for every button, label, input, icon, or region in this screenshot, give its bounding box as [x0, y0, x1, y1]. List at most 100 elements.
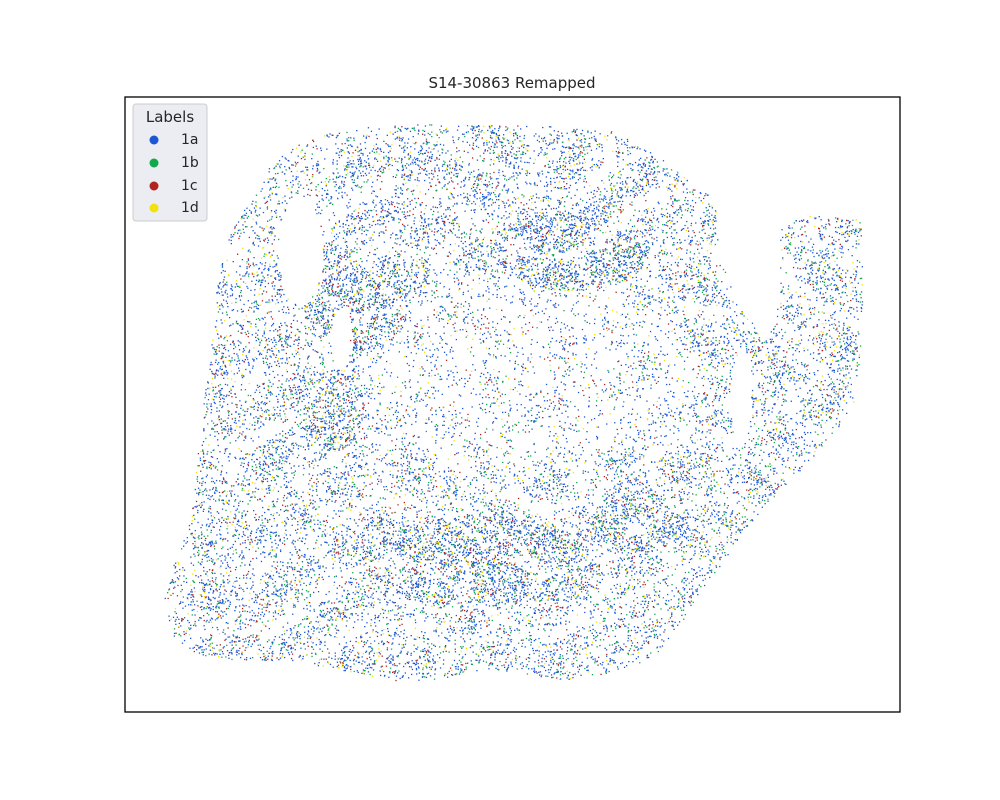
scatter-point — [310, 628, 313, 630]
scatter-point — [542, 126, 544, 129]
scatter-point — [720, 336, 722, 338]
scatter-point — [475, 572, 477, 574]
scatter-point — [632, 253, 634, 256]
scatter-point — [456, 176, 458, 178]
scatter-point — [644, 439, 646, 441]
scatter-point — [330, 382, 332, 384]
scatter-point — [405, 640, 407, 642]
scatter-point — [489, 183, 491, 186]
scatter-point — [227, 417, 229, 419]
scatter-point — [403, 174, 405, 176]
scatter-point — [406, 539, 409, 542]
scatter-point — [695, 590, 697, 593]
scatter-point — [318, 311, 321, 313]
scatter-point — [710, 340, 712, 342]
scatter-point — [449, 164, 451, 166]
scatter-point — [332, 619, 334, 621]
scatter-point — [682, 310, 684, 312]
scatter-point — [775, 345, 777, 347]
scatter-point — [228, 654, 230, 656]
scatter-point — [598, 223, 600, 225]
scatter-point — [552, 304, 554, 306]
scatter-point — [535, 278, 537, 280]
scatter-point — [325, 376, 327, 378]
scatter-point — [283, 639, 285, 641]
scatter-point — [207, 408, 209, 410]
scatter-point — [338, 448, 340, 450]
scatter-point — [423, 593, 425, 595]
scatter-point — [317, 184, 319, 186]
scatter-point — [269, 362, 271, 365]
scatter-point — [619, 585, 621, 587]
scatter-point — [195, 575, 197, 577]
scatter-point — [373, 655, 375, 657]
scatter-point — [413, 644, 415, 646]
scatter-point — [455, 164, 458, 166]
scatter-point — [592, 210, 595, 212]
scatter-point — [436, 428, 438, 430]
scatter-point — [534, 184, 536, 186]
scatter-point — [367, 338, 370, 340]
scatter-point — [476, 198, 478, 200]
scatter-point — [330, 437, 332, 439]
scatter-point — [838, 424, 840, 426]
scatter-point — [384, 272, 386, 274]
scatter-point — [361, 597, 363, 599]
scatter-point — [307, 342, 309, 344]
scatter-point — [347, 525, 350, 528]
scatter-point — [218, 520, 221, 522]
scatter-point — [521, 415, 523, 417]
scatter-point — [503, 592, 505, 594]
scatter-point — [683, 368, 686, 370]
scatter-point — [620, 558, 623, 560]
scatter-point — [431, 290, 433, 292]
scatter-point — [837, 269, 839, 271]
scatter-point — [359, 226, 361, 229]
scatter-point — [378, 219, 380, 221]
scatter-point — [677, 265, 679, 267]
scatter-point — [316, 316, 319, 318]
scatter-point — [468, 272, 470, 274]
scatter-point — [265, 574, 267, 576]
scatter-point — [235, 644, 237, 646]
scatter-point — [565, 565, 567, 567]
scatter-point — [299, 392, 301, 394]
scatter-point — [315, 186, 317, 188]
scatter-point — [549, 541, 552, 543]
scatter-point — [618, 626, 621, 628]
scatter-point — [369, 298, 371, 300]
scatter-point — [835, 298, 837, 301]
scatter-point — [357, 228, 360, 231]
scatter-point — [256, 264, 258, 266]
scatter-point — [393, 633, 396, 636]
scatter-point — [462, 291, 465, 294]
scatter-point — [710, 570, 712, 572]
scatter-point — [541, 535, 544, 537]
scatter-point — [260, 598, 262, 601]
scatter-point — [838, 267, 840, 270]
scatter-point — [633, 450, 635, 452]
scatter-point — [202, 651, 204, 653]
scatter-point — [728, 299, 730, 302]
scatter-point — [818, 444, 821, 446]
scatter-point — [474, 190, 476, 192]
scatter-point — [616, 483, 618, 485]
scatter-point — [589, 617, 591, 619]
scatter-point — [595, 258, 597, 260]
scatter-point — [640, 352, 643, 354]
scatter-point — [563, 573, 566, 576]
scatter-point — [652, 507, 654, 509]
scatter-point — [442, 170, 444, 172]
scatter-point — [642, 264, 644, 266]
scatter-point — [602, 661, 604, 664]
scatter-point — [581, 586, 583, 589]
scatter-point — [501, 560, 503, 563]
scatter-point — [426, 272, 428, 274]
scatter-point — [646, 531, 649, 534]
scatter-point — [288, 334, 291, 336]
scatter-point — [832, 296, 834, 299]
scatter-point — [766, 397, 768, 399]
scatter-point — [578, 668, 580, 671]
scatter-point — [534, 212, 536, 214]
scatter-point — [672, 470, 674, 472]
